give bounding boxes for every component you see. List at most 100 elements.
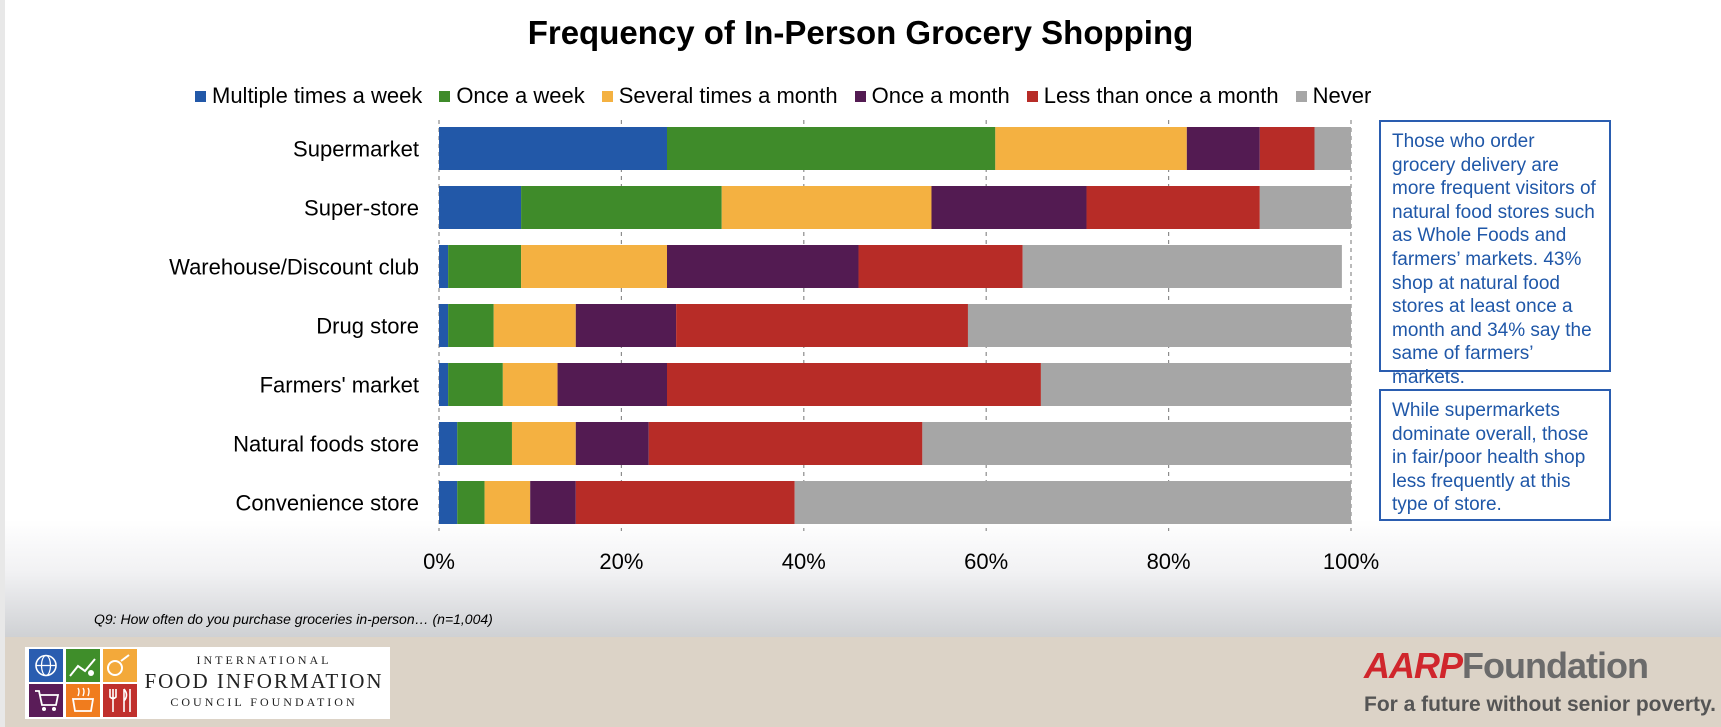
bar-segment [439, 245, 449, 288]
category-label: Warehouse/Discount club [169, 255, 419, 280]
bar-segment [1259, 186, 1351, 229]
farm-icon [69, 658, 96, 677]
ific-line-1: INTERNATIONAL [196, 653, 332, 667]
legend-item: Once a week [439, 83, 585, 109]
x-tick-label: 20% [599, 549, 643, 574]
ific-line-3: COUNCIL FOUNDATION [170, 695, 358, 709]
aarp-mark: AARP [1364, 645, 1463, 686]
bar-segment [439, 363, 449, 406]
bar-row [439, 363, 1351, 406]
stacked-bar-chart: Supermarket Super-store Warehouse/Discount… [169, 120, 1379, 574]
utensils-icon-tile [103, 684, 137, 717]
bar-segment [667, 363, 1041, 406]
bar-segment [1314, 127, 1351, 170]
legend-label: Once a month [871, 83, 1010, 108]
legend-label: Never [1312, 83, 1372, 108]
bar-segment [1186, 127, 1260, 170]
callout-delivery-note: Those who order grocery delivery are mor… [1379, 120, 1611, 388]
bar-row [439, 481, 1351, 524]
bar-segment [575, 481, 795, 524]
aarp-wordmark: AARPFoundation [1364, 645, 1649, 687]
chart-legend: Multiple times a week Once a week Several … [195, 81, 1388, 111]
aarp-foundation-logo: AARPFoundation For a future without seni… [1340, 645, 1716, 725]
bar-segment [794, 481, 1351, 524]
chart-title: Frequency of In-Person Grocery Shopping [527, 14, 1194, 51]
farm-icon-tile [66, 649, 100, 682]
bar-segment [457, 481, 485, 524]
bar-segment [484, 481, 531, 524]
bar-segment [967, 304, 1351, 347]
legend-item: Never [1295, 83, 1372, 109]
legend-item: Several times a month [601, 83, 838, 109]
legend-swatch [1026, 90, 1038, 102]
legend-label: Less than once a month [1043, 83, 1279, 108]
bar-segment [439, 127, 667, 170]
bar-segment [858, 245, 1023, 288]
ific-icon-grid [29, 649, 137, 717]
bar-segment [575, 304, 677, 347]
bar-segment [439, 481, 458, 524]
bar-segment [667, 245, 859, 288]
background-shade [5, 520, 1721, 637]
bar-segment [521, 245, 667, 288]
category-label: Farmers' market [260, 373, 419, 398]
bar-row [439, 422, 1351, 465]
bar-segment [1259, 127, 1315, 170]
survey-question-footnote: Q9: How often do you purchase groceries … [94, 611, 493, 627]
x-tick-label: 40% [782, 549, 826, 574]
bar-segment [721, 186, 932, 229]
bar-segment [448, 363, 503, 406]
bar-row [439, 186, 1351, 229]
category-label: Super-store [304, 196, 419, 221]
bar-segment [511, 422, 576, 465]
bar-segment [439, 422, 458, 465]
bar-segment [448, 304, 494, 347]
cart-icon [35, 690, 60, 706]
bar-segment [439, 304, 449, 347]
legend-swatch [439, 90, 451, 102]
utensils-icon [109, 688, 131, 712]
bar-segment [922, 422, 1351, 465]
bar-segment [502, 363, 558, 406]
bar-row [439, 245, 1342, 288]
category-label: Natural foods store [233, 432, 419, 457]
bar-segment [1022, 245, 1342, 288]
legend-item: Once a month [854, 83, 1010, 109]
category-label: Convenience store [236, 491, 419, 516]
produce-icon [107, 660, 123, 676]
callout-health-note: While supermarkets dominate overall, tho… [1379, 389, 1611, 521]
bar-segment [1086, 186, 1260, 229]
bar-segment [676, 304, 968, 347]
ific-foundation-logo: INTERNATIONAL FOOD INFORMATION COUNCIL F… [25, 647, 390, 719]
x-tick-label: 80% [1147, 549, 1191, 574]
bar-segment [457, 422, 512, 465]
bar-segment [530, 481, 576, 524]
bar-segment [448, 245, 522, 288]
aarp-tagline: For a future without senior poverty. [1364, 693, 1716, 716]
legend-swatch [1295, 90, 1307, 102]
bar-segment [995, 127, 1187, 170]
bar-segment [521, 186, 722, 229]
legend-swatch [854, 90, 866, 102]
category-label: Supermarket [293, 137, 419, 162]
legend-item: Multiple times a week [195, 83, 422, 109]
bar-row [439, 127, 1351, 170]
bar-segment [557, 363, 667, 406]
aarp-foundation-word: Foundation [1462, 645, 1649, 686]
cart-icon-tile [29, 684, 63, 717]
x-tick-label: 0% [423, 549, 455, 574]
ific-line-2: FOOD INFORMATION [144, 669, 384, 693]
bar-segment [667, 127, 996, 170]
legend-item: Less than once a month [1026, 83, 1279, 109]
legend-swatch [601, 90, 613, 102]
bar-row [439, 304, 1351, 347]
legend-label: Once a week [456, 83, 585, 108]
legend-label: Multiple times a week [212, 83, 423, 108]
bar-segment [648, 422, 923, 465]
ific-wordmark: INTERNATIONAL FOOD INFORMATION COUNCIL F… [139, 653, 389, 710]
bar-segment [439, 186, 522, 229]
category-label: Drug store [316, 314, 419, 339]
callout-health-text: While supermarkets dominate overall, tho… [1392, 400, 1589, 516]
bar-segment [575, 422, 649, 465]
cooking-pot-icon [71, 698, 95, 712]
